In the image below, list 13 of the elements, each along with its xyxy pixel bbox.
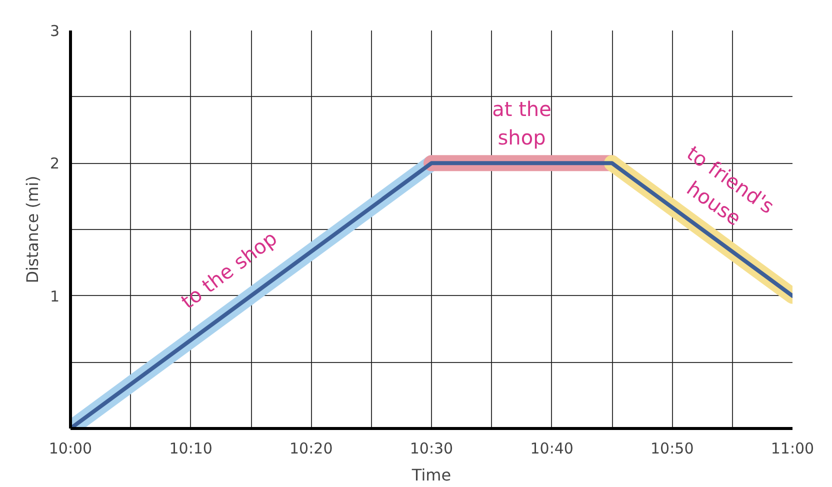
x-tick-label: 10:00 [48,440,92,458]
y-axis-title: Distance (mi) [22,176,42,284]
x-tick-label: 10:40 [530,440,574,458]
x-tick-label: 10:20 [290,440,333,458]
y-tick-label: 2 [50,154,60,173]
y-tick-label: 1 [50,287,60,306]
annotation: at the shop [492,96,552,150]
y-tick-label: 3 [50,22,60,40]
x-tick-label: 10:50 [650,440,694,458]
x-tick-label: 10:30 [410,440,454,458]
x-axis-title: Time [410,466,452,484]
x-tick-label: 11:00 [770,440,814,458]
x-tick-label: 10:10 [169,440,212,458]
